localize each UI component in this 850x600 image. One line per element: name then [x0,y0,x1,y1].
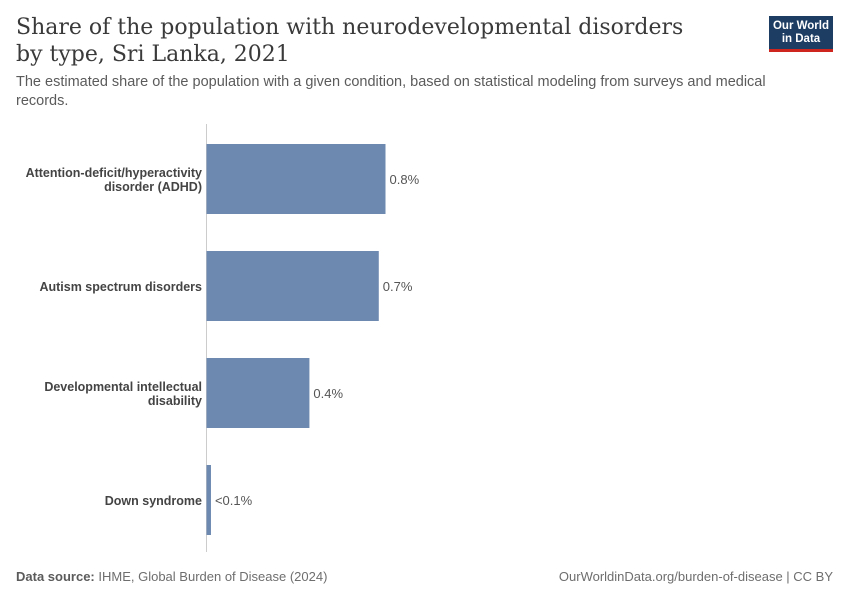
logo-line-1: Our World [772,20,829,32]
chart-subtitle: The estimated share of the population wi… [16,74,766,109]
category-label: disability [148,394,202,408]
category-label: Attention-deficit/hyperactivity [26,166,202,180]
data-source-text[interactable]: IHME, Global Burden of Disease (2024) [98,569,328,584]
data-source: Data source: IHME, Global Burden of Dise… [16,569,327,584]
value-label: 0.7% [383,279,413,294]
data-source-label: Data source: [16,569,95,584]
logo-line-2: in Data [781,32,821,45]
category-label: Developmental intellectual [44,380,202,394]
category-label: Autism spectrum disorders [39,280,202,294]
bar[interactable] [206,251,379,321]
bar[interactable] [206,465,211,535]
bar[interactable] [206,358,310,428]
bar[interactable] [206,144,386,214]
chart-title: Share of the population with neurodevelo… [16,15,684,67]
value-label: 0.4% [313,386,343,401]
value-label: 0.8% [390,172,420,187]
footer-url[interactable]: OurWorldinData.org/burden-of-disease | C… [558,569,833,584]
value-label: <0.1% [215,493,253,508]
owid-logo[interactable]: Our World in Data [769,16,833,52]
category-label: Down syndrome [105,494,202,508]
category-label: disorder (ADHD) [104,180,202,194]
